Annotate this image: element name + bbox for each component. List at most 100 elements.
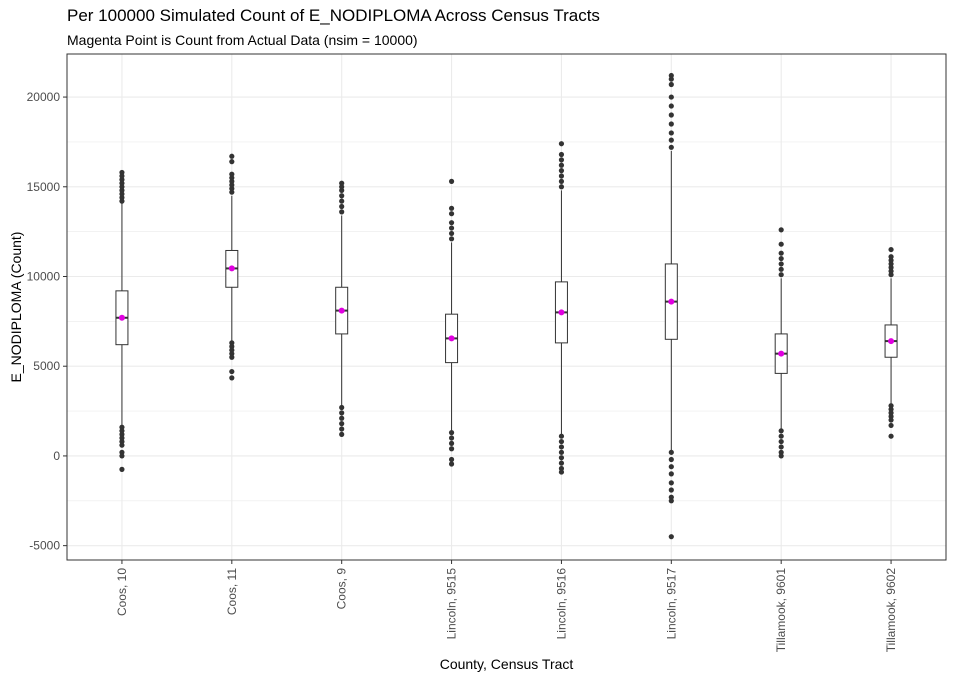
outlier-point bbox=[119, 177, 125, 183]
outlier-point bbox=[558, 184, 565, 190]
outlier-point bbox=[668, 94, 674, 100]
chart-subtitle: Magenta Point is Count from Actual Data … bbox=[67, 32, 418, 48]
outlier-point bbox=[339, 426, 345, 432]
box-group-4 bbox=[554, 141, 568, 475]
outlier-point bbox=[229, 354, 235, 360]
outlier-point bbox=[339, 421, 345, 427]
outlier-point bbox=[339, 180, 345, 186]
outlier-point bbox=[119, 424, 125, 430]
actual-value-point bbox=[228, 265, 235, 272]
outlier-point bbox=[339, 410, 345, 416]
outlier-point bbox=[119, 435, 125, 441]
outlier-point bbox=[119, 466, 125, 472]
chart-title: Per 100000 Simulated Count of E_NODIPLOM… bbox=[67, 6, 600, 25]
outlier-point bbox=[668, 487, 674, 493]
box-group-7 bbox=[884, 246, 898, 439]
outlier-point bbox=[668, 480, 674, 486]
x-tick-label: Coos, 10 bbox=[115, 568, 129, 616]
outlier-point bbox=[778, 272, 784, 278]
outlier-point bbox=[448, 430, 455, 436]
outlier-point bbox=[778, 227, 784, 233]
outlier-point bbox=[888, 257, 894, 263]
actual-value-point bbox=[118, 314, 125, 321]
y-tick-label: 10000 bbox=[27, 269, 61, 283]
outlier-point bbox=[668, 137, 674, 143]
x-axis-title: County, Census Tract bbox=[440, 656, 574, 672]
outlier-point bbox=[339, 431, 345, 437]
outlier-point bbox=[448, 440, 455, 446]
outlier-point bbox=[558, 433, 565, 439]
y-tick-label: -5000 bbox=[29, 539, 60, 553]
box-group-5 bbox=[664, 72, 678, 540]
outlier-point bbox=[558, 465, 565, 472]
actual-value-point bbox=[668, 298, 675, 305]
outlier-point bbox=[448, 456, 455, 463]
outlier-point bbox=[448, 446, 455, 452]
outlier-point bbox=[119, 198, 125, 204]
outlier-point bbox=[888, 268, 894, 274]
outlier-point bbox=[119, 180, 125, 186]
outlier-point bbox=[119, 191, 125, 197]
outlier-point bbox=[558, 141, 565, 147]
x-tick-label: Coos, 11 bbox=[225, 568, 239, 615]
outlier-point bbox=[119, 173, 125, 179]
outlier-point bbox=[119, 169, 125, 176]
outlier-point bbox=[448, 220, 455, 226]
outlier-point bbox=[888, 413, 894, 420]
outlier-point bbox=[888, 403, 894, 409]
outlier-point bbox=[778, 433, 784, 439]
outlier-point bbox=[558, 168, 565, 174]
outlier-point bbox=[448, 236, 455, 242]
outlier-point bbox=[668, 130, 674, 136]
outlier-point bbox=[668, 498, 674, 504]
x-tick-label: Lincoln, 9516 bbox=[554, 568, 568, 640]
box-group-3 bbox=[445, 178, 459, 467]
outlier-point bbox=[448, 211, 455, 217]
box-group-0 bbox=[115, 169, 129, 472]
data-layer bbox=[115, 72, 898, 540]
outlier-point bbox=[668, 81, 674, 88]
actual-value-point bbox=[338, 307, 345, 314]
outlier-point bbox=[229, 182, 235, 188]
outlier-point bbox=[119, 184, 125, 190]
plot-panel bbox=[67, 54, 946, 560]
outlier-point bbox=[668, 76, 674, 82]
outlier-point bbox=[888, 422, 894, 429]
outlier-point bbox=[119, 453, 125, 459]
outlier-point bbox=[448, 230, 455, 237]
outlier-point bbox=[229, 189, 235, 195]
x-tick-label: Lincoln, 9517 bbox=[664, 568, 678, 640]
outlier-point bbox=[888, 410, 894, 416]
outlier-point bbox=[229, 375, 235, 381]
outlier-point bbox=[558, 460, 565, 466]
outlier-point bbox=[119, 194, 125, 201]
outlier-point bbox=[668, 534, 674, 540]
actual-value-point bbox=[448, 335, 455, 342]
outlier-point bbox=[448, 435, 455, 441]
outlier-point bbox=[119, 428, 125, 434]
y-tick-label: 5000 bbox=[33, 359, 60, 373]
outlier-point bbox=[229, 159, 235, 165]
outlier-point bbox=[229, 351, 235, 357]
outlier-point bbox=[668, 121, 674, 127]
outlier-point bbox=[558, 157, 565, 163]
outlier-point bbox=[888, 433, 894, 439]
outlier-point bbox=[888, 406, 894, 412]
outlier-point bbox=[668, 112, 674, 118]
outlier-point bbox=[558, 178, 565, 184]
outlier-point bbox=[229, 343, 235, 350]
outlier-point bbox=[668, 449, 674, 455]
x-tick-label: Tillamook, 9601 bbox=[774, 568, 788, 653]
outlier-point bbox=[119, 187, 125, 193]
outlier-point bbox=[119, 438, 125, 445]
outlier-point bbox=[229, 153, 235, 159]
outlier-point bbox=[558, 449, 565, 455]
outlier-point bbox=[778, 444, 784, 450]
outlier-point bbox=[668, 456, 674, 463]
box-group-2 bbox=[335, 180, 349, 437]
outlier-point bbox=[558, 162, 565, 168]
axes: -5000 0 5000 10000 15000 20000 Coos, 10 Coos, 1… bbox=[27, 90, 898, 652]
x-tick-label: Coos, 9 bbox=[335, 568, 349, 610]
outlier-point bbox=[778, 453, 784, 459]
